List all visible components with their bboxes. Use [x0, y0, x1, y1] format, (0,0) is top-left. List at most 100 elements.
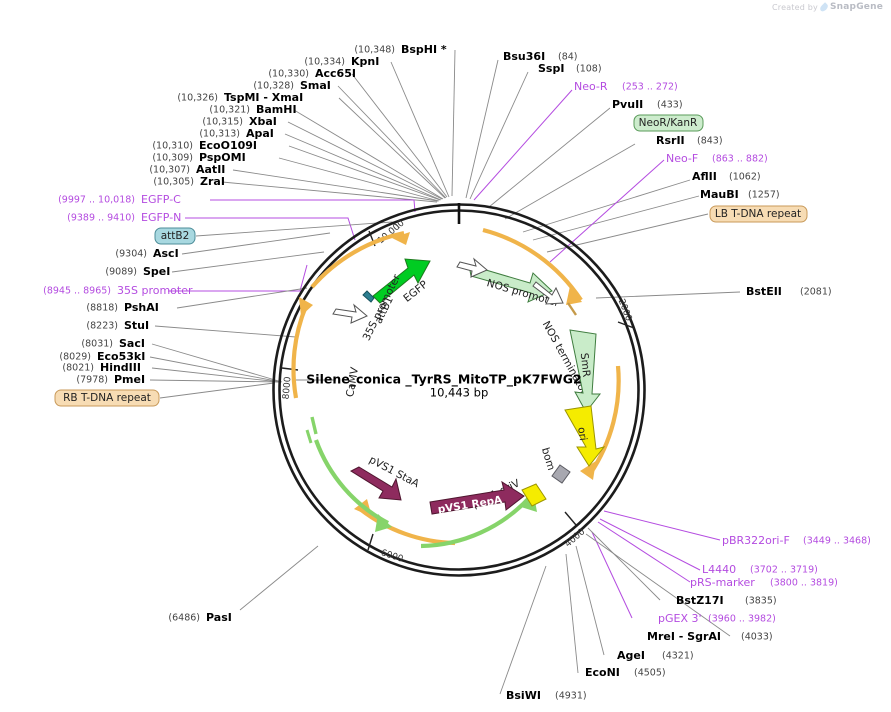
enzyme-name[interactable]: EcoNI	[585, 666, 620, 679]
primer-list-left[interactable]: (9997 .. 10,018) EGFP-C (9389 .. 9410) E…	[43, 193, 193, 297]
primer-name[interactable]: L4440	[702, 563, 736, 576]
enzyme-position: (10,309)	[152, 153, 193, 164]
enzyme-list-bottomleft[interactable]: (6486) PasI	[168, 611, 231, 624]
feature-bom[interactable]: bom	[539, 446, 571, 484]
enzyme-position: (4033)	[741, 632, 773, 643]
enzyme-list-left[interactable]: (9304) AscI (9089) SpeI (8818) PshAI (82…	[59, 247, 178, 386]
primer-name[interactable]: EGFP-C	[141, 193, 181, 206]
enzyme-name[interactable]: XbaI	[249, 115, 277, 128]
enzyme-position: (10,307)	[149, 165, 190, 176]
enzyme-name[interactable]: Bsu36I	[503, 50, 545, 63]
primer-list-bottomright[interactable]: pBR322ori-F (3449 .. 3468) L4440 (3702 .…	[658, 534, 871, 625]
enzyme-name[interactable]: PshAI	[124, 301, 159, 314]
enzyme-name[interactable]: MauBI	[700, 188, 739, 201]
enzyme-position: (10,305)	[153, 177, 194, 188]
plasmid-title: Silene_conica _TyrRS_MitoTP_pK7FWG2	[306, 372, 581, 388]
enzyme-position: (8029)	[59, 352, 91, 363]
enzyme-position: (108)	[576, 64, 602, 75]
primer-range: (3702 .. 3719)	[750, 565, 818, 576]
enzyme-position: (10,321)	[209, 105, 250, 116]
enzyme-name[interactable]: StuI	[124, 319, 149, 332]
enzyme-position: (10,315)	[202, 117, 243, 128]
enzyme-position: (10,313)	[199, 129, 240, 140]
feature-pvs1-repa[interactable]: pVS1 RepA	[429, 480, 525, 516]
enzyme-name[interactable]: PvuII	[612, 98, 643, 111]
enzyme-list-topleft[interactable]: (10,348) BspHI * (10,334) KpnI (10,330) …	[149, 43, 447, 188]
leader-lines-bottomright	[499, 510, 731, 695]
enzyme-name[interactable]: EcoO109I	[199, 139, 257, 152]
primer-range: (3800 .. 3819)	[770, 578, 838, 589]
primer-range: (3449 .. 3468)	[803, 536, 871, 547]
enzyme-name[interactable]: AflII	[692, 170, 717, 183]
enzyme-name[interactable]: AgeI	[617, 649, 645, 662]
enzyme-name[interactable]: BstZ17I	[676, 594, 724, 607]
enzyme-name[interactable]: BspHI *	[401, 43, 447, 56]
enzyme-name[interactable]: SmaI	[300, 79, 331, 92]
enzyme-position: (2081)	[800, 287, 832, 298]
enzyme-name[interactable]: SspI	[538, 62, 564, 75]
enzyme-name[interactable]: RsrII	[656, 134, 685, 147]
badge-rb-tdna-repeat[interactable]: RB T-DNA repeat	[54, 389, 160, 407]
leader-lines-bottomleft	[239, 545, 319, 611]
enzyme-list-bottomright[interactable]: BstZ17I (3835) MreI - SgrAI (4033) AgeI …	[506, 594, 777, 702]
primer-range: (8945 .. 8965)	[43, 286, 111, 297]
enzyme-name[interactable]: PmeI	[114, 373, 145, 386]
enzyme-name[interactable]: AscI	[153, 247, 179, 260]
primer-name[interactable]: EGFP-N	[141, 211, 181, 224]
enzyme-name[interactable]: AatII	[196, 163, 225, 176]
badge-label: NeoR/KanR	[639, 117, 698, 129]
enzyme-position: (8818)	[86, 303, 118, 314]
primer-name[interactable]: 35S promoter	[117, 284, 193, 297]
leader-lines-primers-right	[473, 89, 665, 263]
enzyme-name[interactable]: SacI	[119, 337, 145, 350]
snapgene-watermark: Created by SnapGene	[772, 1, 883, 13]
primer-name[interactable]: Neo-F	[666, 152, 698, 165]
enzyme-position: (1257)	[748, 190, 780, 201]
primer-range: (253 .. 272)	[622, 82, 678, 93]
badge-attb2[interactable]: attB2	[154, 227, 196, 245]
leader-lines-primers-left	[168, 199, 416, 292]
primer-list-right[interactable]: Neo-R (253 .. 272) Neo-F (863 .. 882)	[574, 80, 768, 165]
enzyme-name[interactable]: ApaI	[246, 127, 274, 140]
primer-range: (863 .. 882)	[712, 154, 768, 165]
primer-name[interactable]: Neo-R	[574, 80, 608, 93]
enzyme-name[interactable]: BstEII	[746, 285, 782, 298]
primer-name[interactable]: pGEX 3'	[658, 612, 702, 625]
enzyme-name[interactable]: SpeI	[143, 265, 170, 278]
enzyme-list-topright[interactable]: Bsu36I (84) SspI (108) PvuII (433) RsrII…	[503, 50, 832, 298]
enzyme-name[interactable]: BsiWI	[506, 689, 541, 702]
enzyme-name[interactable]: KpnI	[351, 55, 379, 68]
badge-label: attB2	[161, 230, 190, 242]
primer-name[interactable]: pBR322ori-F	[722, 534, 790, 547]
primer-name[interactable]: pRS-marker	[690, 576, 755, 589]
enzyme-name[interactable]: BamHI	[256, 103, 297, 116]
feature-pvs1-staa[interactable]: pVS1 StaA	[349, 454, 422, 501]
primer-range: (3960 .. 3982)	[708, 614, 776, 625]
enzyme-position: (10,334)	[304, 57, 345, 68]
enzyme-name[interactable]: TspMI - XmaI	[224, 91, 303, 104]
enzyme-name[interactable]: Eco53kI	[97, 350, 145, 363]
enzyme-position: (6486)	[168, 613, 200, 624]
feature-label-camv: CaMV	[344, 366, 361, 398]
enzyme-position: (843)	[697, 136, 723, 147]
plasmid-size: 10,443 bp	[430, 386, 489, 400]
enzyme-name[interactable]: MreI - SgrAI	[647, 630, 721, 643]
feature-smr[interactable]: SmR	[569, 329, 602, 413]
enzyme-name[interactable]: ZraI	[200, 175, 225, 188]
enzyme-position: (9089)	[105, 267, 137, 278]
enzyme-name[interactable]: PasI	[206, 611, 232, 624]
enzyme-position: (8223)	[86, 321, 118, 332]
enzyme-position: (8021)	[62, 363, 94, 374]
enzyme-position: (1062)	[729, 172, 761, 183]
tick-label: 8000	[282, 376, 294, 400]
watermark-brand: SnapGene	[829, 2, 883, 12]
badge-lb-tdna-repeat[interactable]: LB T-DNA repeat	[709, 205, 808, 223]
feature-ori[interactable]: ori	[564, 405, 606, 467]
feature-nos-promoter[interactable]: NOS promoter	[456, 257, 561, 310]
enzyme-name[interactable]: PspOMI	[199, 151, 246, 164]
enzyme-name[interactable]: Acc65I	[315, 67, 356, 80]
badge-neor-kanr[interactable]: NeoR/KanR	[633, 114, 704, 132]
enzyme-name[interactable]: HindIII	[100, 361, 141, 374]
enzyme-position: (10,328)	[253, 81, 294, 92]
